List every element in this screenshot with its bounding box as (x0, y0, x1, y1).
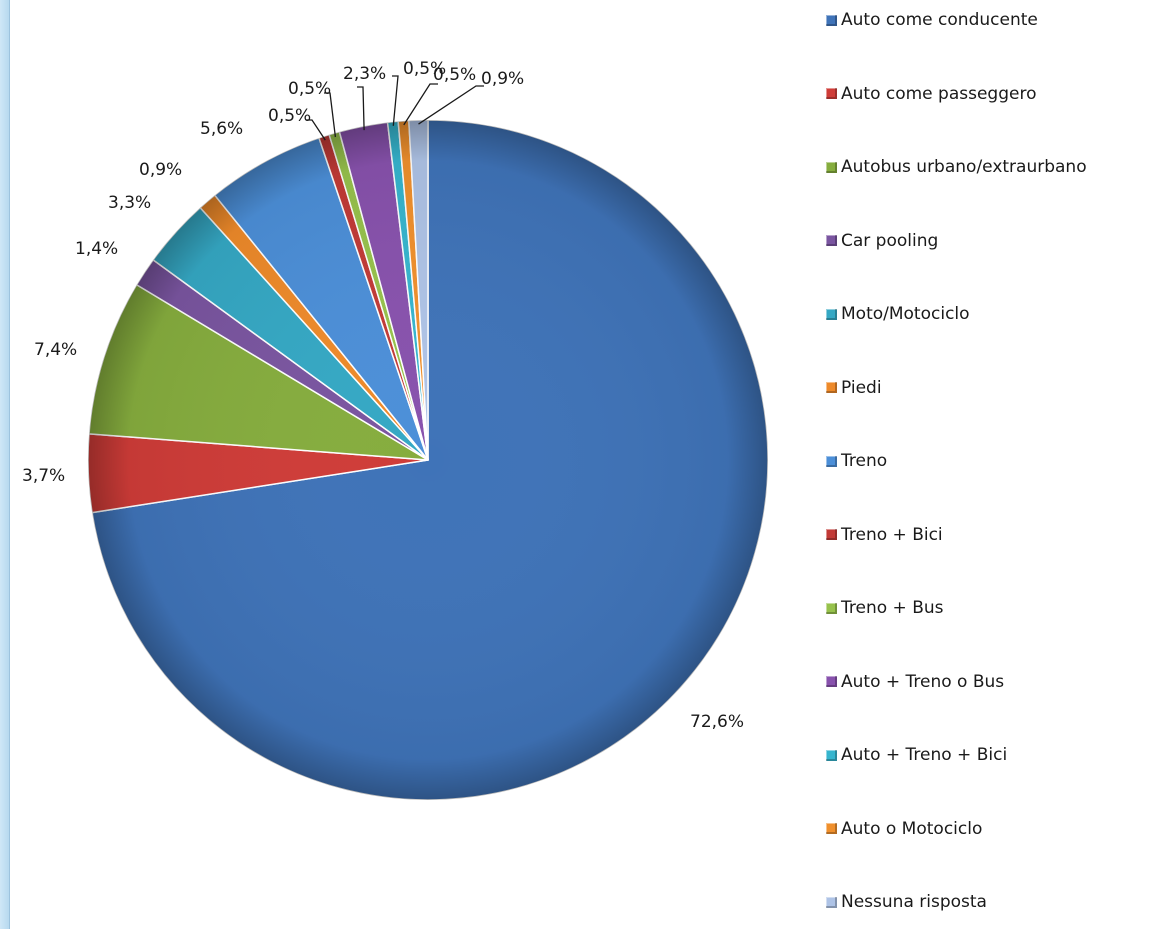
legend-swatch-icon (826, 529, 837, 540)
legend-label: Auto come passeggero (841, 83, 1037, 104)
leader-line-nessuna-risposta (418, 85, 484, 125)
legend-item-autobus-urbano-extraurbano: Autobus urbano/extraurbano (826, 152, 1087, 182)
legend-label: Auto come conducente (841, 10, 1038, 30)
legend-swatch-icon (826, 161, 837, 173)
data-label-treno: 5,6% (200, 119, 243, 139)
legend-item-auto-plus-treno-o-bus: Auto + Treno o Bus (826, 667, 1004, 697)
legend-label: Moto/Motociclo (841, 304, 970, 324)
legend-label: Treno + Bus (841, 598, 944, 618)
pie-slices (87, 119, 769, 801)
legend-label: Car pooling (841, 230, 939, 251)
leader-line-treno-plus-bici (306, 119, 326, 141)
legend-item-treno-plus-bus: Treno + Bus (826, 593, 943, 623)
leader-line-auto-plus-treno-o-bus (357, 86, 365, 131)
legend-swatch-icon (826, 823, 837, 834)
leader-line-auto-plus-treno-plus-bici (392, 75, 399, 126)
data-label-treno-plus-bus: 0,5% (288, 79, 331, 99)
data-label-autobus-urbano-extraurbano: 7,4% (34, 340, 77, 360)
legend-swatch-icon (826, 308, 837, 320)
legend: Auto come conducente Auto come passeggero… (826, 0, 1160, 929)
data-label-auto-plus-treno-o-bus: 2,3% (343, 64, 386, 84)
legend-swatch-icon (826, 455, 837, 467)
legend-item-car-pooling: Car pooling (826, 226, 938, 256)
leader-line-auto-o-motociclo (403, 83, 438, 126)
legend-swatch-icon (826, 602, 837, 614)
legend-swatch-icon (826, 14, 837, 26)
legend-swatch-icon (826, 749, 837, 761)
leader-line-treno-plus-bus (324, 92, 337, 138)
legend-item-auto-plus-treno-plus-bici: Auto + Treno + Bici (826, 740, 1007, 770)
legend-swatch-icon (826, 896, 837, 908)
data-label-nessuna-risposta: 0,9% (481, 69, 524, 89)
legend-swatch-icon (826, 676, 837, 687)
data-label-auto-come-conducente: 72,6% (690, 712, 744, 732)
data-label-auto-plus-treno-plus-bici: 0,5% (403, 59, 446, 79)
legend-label: Treno (841, 451, 888, 471)
legend-swatch-icon (826, 88, 837, 99)
data-label-piedi: 0,9% (139, 160, 182, 180)
legend-label: Auto + Treno + Bici (841, 745, 1008, 765)
legend-label: Autobus urbano/extraurbano (841, 157, 1087, 177)
legend-label: Auto + Treno o Bus (841, 671, 1005, 692)
legend-item-auto-o-motociclo: Auto o Motociclo (826, 814, 982, 844)
data-label-auto-o-motociclo: 0,5% (433, 65, 476, 85)
slide-left-border (0, 0, 9, 929)
legend-label: Nessuna risposta (841, 892, 987, 912)
pie-chart: 72,6%3,7%7,4%1,4%3,3%0,9%5,6%0,5%0,5%2,3… (22, 59, 769, 801)
legend-swatch-icon (826, 235, 837, 246)
slide-left-border-line (9, 0, 10, 929)
data-labels: 72,6%3,7%7,4%1,4%3,3%0,9%5,6%0,5%0,5%2,3… (22, 59, 744, 732)
legend-item-auto-come-conducente: Auto come conducente (826, 5, 1038, 35)
legend-label: Auto o Motociclo (841, 818, 983, 839)
legend-label: Treno + Bici (841, 524, 943, 545)
leader-lines (306, 75, 484, 141)
data-label-moto-motociclo: 3,3% (108, 193, 151, 213)
legend-item-treno: Treno (826, 446, 887, 476)
data-label-treno-plus-bici: 0,5% (268, 106, 311, 126)
data-label-car-pooling: 1,4% (75, 239, 118, 259)
legend-item-treno-plus-bici: Treno + Bici (826, 520, 943, 550)
data-label-auto-come-passeggero: 3,7% (22, 466, 65, 486)
legend-item-nessuna-risposta: Nessuna risposta (826, 887, 987, 917)
legend-label: Piedi (841, 377, 882, 398)
legend-item-moto-motociclo: Moto/Motociclo (826, 299, 970, 329)
legend-swatch-icon (826, 382, 837, 393)
legend-item-piedi: Piedi (826, 373, 882, 403)
legend-item-auto-come-passeggero: Auto come passeggero (826, 79, 1036, 109)
